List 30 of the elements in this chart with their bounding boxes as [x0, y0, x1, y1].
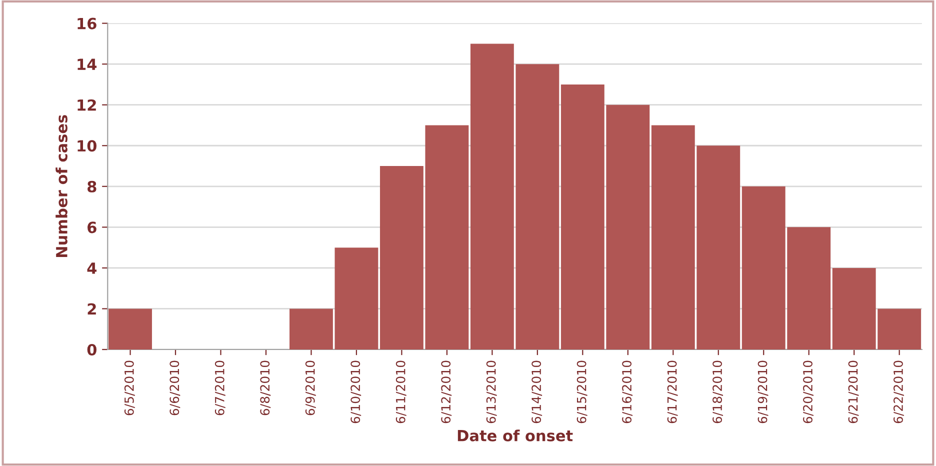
x-tick-label: 6/12/2010 — [441, 360, 452, 424]
x-tick-label: 6/15/2010 — [576, 360, 588, 424]
y-tick-label: 12 — [78, 99, 96, 111]
x-tick-label: 6/10/2010 — [350, 360, 362, 424]
x-tick-label: 6/17/2010 — [667, 360, 678, 424]
x-tick-label: 6/19/2010 — [758, 360, 768, 424]
x-tick-label: 6/16/2010 — [622, 360, 633, 424]
x-tick-label: 6/7/2010 — [214, 360, 226, 416]
x-tick-label: 6/8/2010 — [260, 360, 271, 416]
y-tick-label: 8 — [88, 180, 96, 192]
y-tick-label: 10 — [78, 140, 96, 152]
y-axis-title: Number of cases — [56, 115, 68, 258]
x-tick-label: 6/22/2010 — [894, 360, 904, 424]
y-tick-label: 4 — [87, 262, 97, 274]
x-tick-label: 6/6/2010 — [170, 360, 180, 416]
bar — [108, 308, 152, 350]
y-tick-label: 6 — [88, 222, 96, 234]
x-tick-label: 6/18/2010 — [712, 360, 723, 424]
x-tick-label: 6/20/2010 — [803, 360, 814, 424]
y-tick-label: 2 — [88, 303, 96, 315]
y-tick-label: 0 — [87, 344, 96, 356]
x-tick-label: 6/11/2010 — [396, 360, 406, 424]
y-tick-label: 16 — [78, 18, 96, 30]
x-tick-label: 6/14/2010 — [532, 360, 542, 424]
y-tick-label: 14 — [78, 58, 97, 70]
x-tick-label: 6/21/2010 — [848, 360, 859, 424]
x-axis-title: Date of onset — [458, 430, 573, 442]
x-tick-label: 6/13/2010 — [486, 360, 497, 424]
x-tick-label: 6/9/2010 — [305, 360, 316, 416]
x-tick-label: 6/5/2010 — [124, 360, 135, 416]
